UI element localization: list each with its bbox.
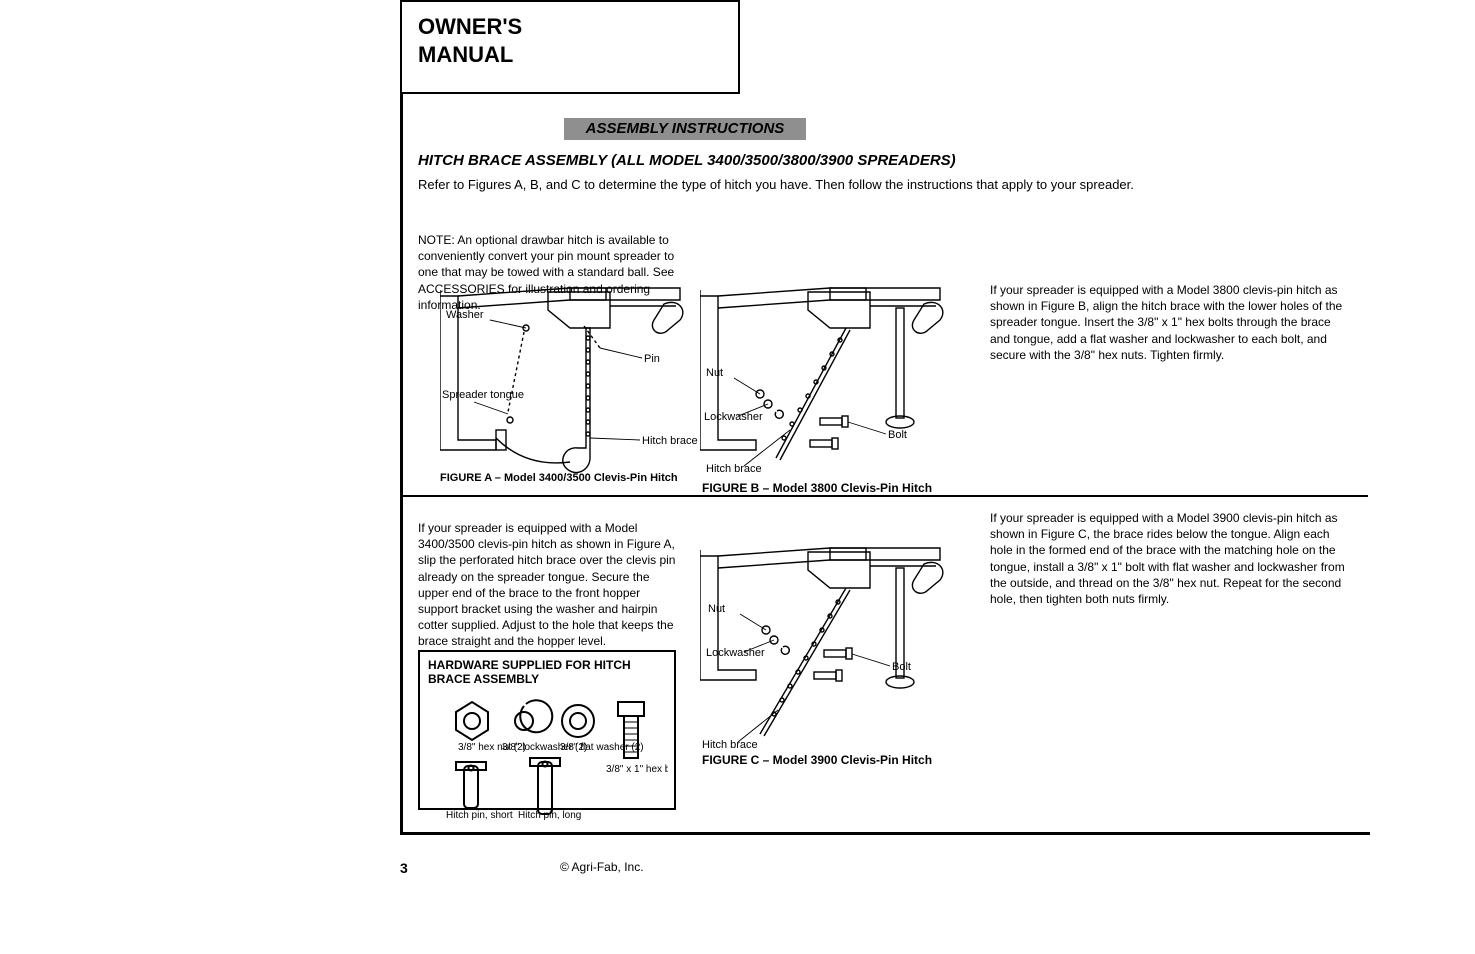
figure-b: Nut Lockwasher Bolt Hitch brace FIGURE B… — [700, 270, 960, 500]
fig-c-callout-washer: Lockwasher — [706, 647, 765, 659]
hw-label-bolt: 3/8" x 1" hex bolt (2) — [606, 764, 668, 775]
fig-c-callout-nut: Nut — [708, 603, 725, 615]
left-rule — [400, 94, 403, 834]
hw-label-pin-short: Hitch pin, short — [446, 810, 513, 820]
figure-b-svg: Nut Lockwasher Bolt Hitch brace FIGURE B… — [700, 270, 960, 500]
fig-b-callout-nut: Nut — [706, 367, 723, 379]
figure-a-label: FIGURE A – Model 3400/3500 Clevis-Pin Hi… — [440, 472, 678, 484]
figure-c: Nut Lockwasher Bolt Hitch brace FIGURE C… — [700, 510, 960, 770]
hardware-svg: 3/8" hex nut (2) 3/8" lockwasher (2) 3/8… — [428, 690, 668, 820]
footer-company: © Agri-Fab, Inc. — [560, 860, 644, 874]
fig-a-callout-brace: Hitch brace — [642, 435, 698, 447]
figure-a-instructions: If your spreader is equipped with a Mode… — [418, 520, 678, 650]
figure-a-svg: Pin Hitch brace Washer Spreader tongue — [440, 270, 700, 500]
fig-a-callout-pin: Pin — [644, 353, 660, 365]
section-heading: ASSEMBLY INSTRUCTIONS — [564, 118, 806, 140]
fig-a-callout-tongue: Spreader tongue — [442, 389, 524, 401]
fig-c-callout-brace: Hitch brace — [702, 739, 758, 751]
manual-page: OWNER'S MANUAL ASSEMBLY INSTRUCTIONS HIT… — [400, 0, 1370, 860]
fig-b-callout-bolt: Bolt — [888, 429, 907, 441]
figure-c-label: FIGURE C – Model 3900 Clevis-Pin Hitch — [702, 753, 932, 767]
fig-b-callout-washer: Lockwasher — [704, 411, 763, 423]
figure-b-instructions: If your spreader is equipped with a Mode… — [990, 282, 1350, 363]
fig-c-callout-bolt: Bolt — [892, 661, 911, 673]
bottom-rule — [400, 832, 1370, 835]
hardware-title: HARDWARE SUPPLIED FOR HITCH BRACE ASSEMB… — [428, 658, 666, 686]
title-line-1: OWNER'S — [418, 14, 722, 40]
fig-b-callout-brace: Hitch brace — [706, 463, 762, 475]
figure-b-label: FIGURE B – Model 3800 Clevis-Pin Hitch — [702, 481, 932, 495]
subsection-heading: HITCH BRACE ASSEMBLY (ALL MODEL 3400/350… — [418, 152, 1340, 169]
figure-c-instructions: If your spreader is equipped with a Mode… — [990, 510, 1350, 607]
hw-label-washer: 3/8" flat washer (2) — [560, 742, 644, 753]
title-line-2: MANUAL — [418, 42, 722, 68]
intro-paragraph: Refer to Figures A, B, and C to determin… — [418, 176, 1340, 194]
page-number: 3 — [400, 860, 408, 876]
fig-a-callout-washer: Washer — [446, 309, 484, 321]
mid-divider — [402, 495, 1368, 497]
figure-a: Pin Hitch brace Washer Spreader tongue — [440, 270, 700, 500]
figure-c-svg: Nut Lockwasher Bolt Hitch brace FIGURE C… — [700, 510, 960, 770]
hw-label-pin-long: Hitch pin, long — [518, 810, 581, 820]
title-box: OWNER'S MANUAL — [400, 0, 740, 94]
hardware-box: HARDWARE SUPPLIED FOR HITCH BRACE ASSEMB… — [418, 650, 676, 810]
